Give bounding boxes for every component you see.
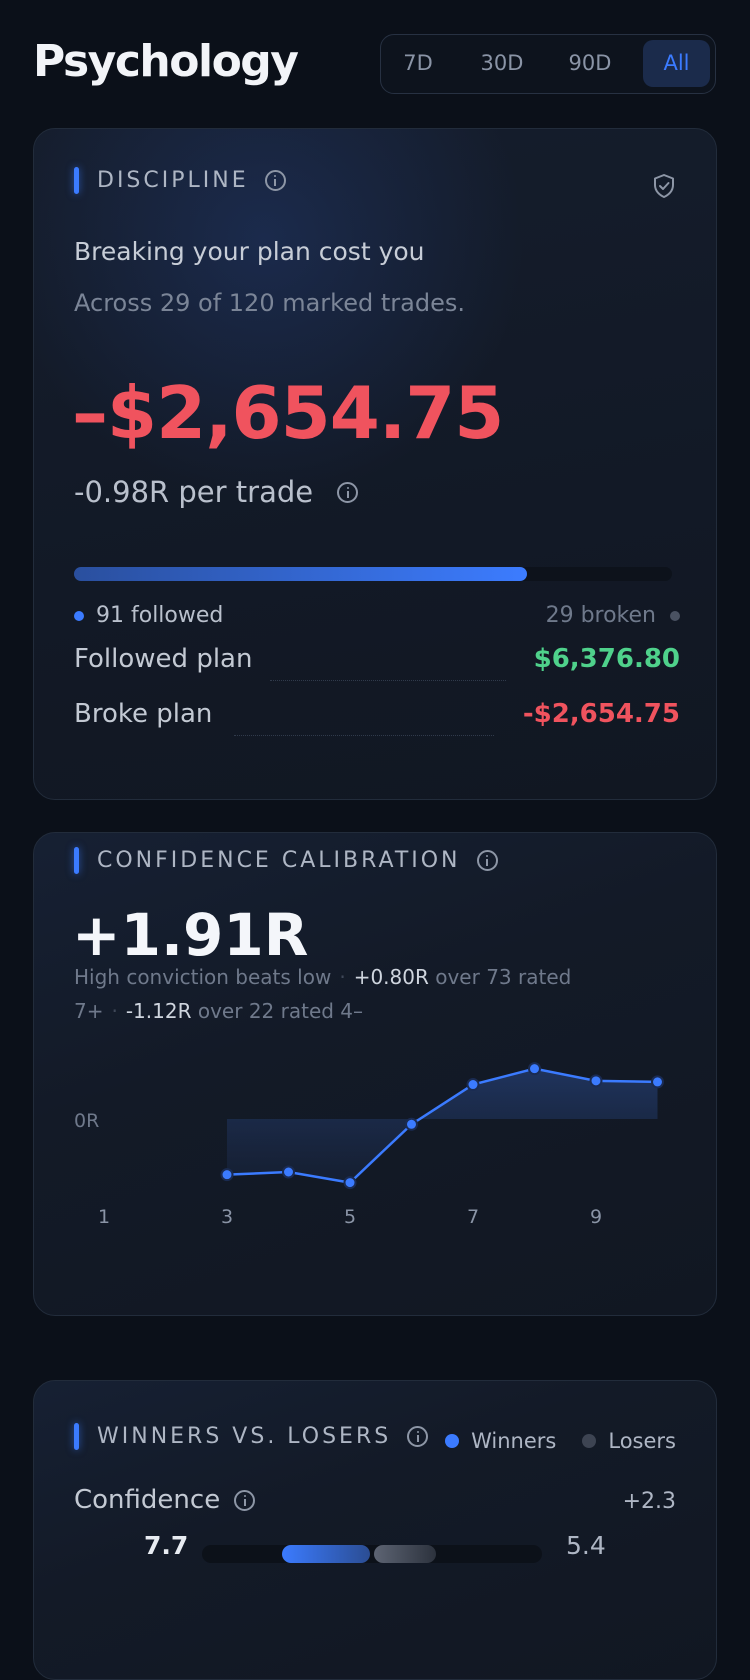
discipline-card: DISCIPLINE Breaking your plan cost you A… — [33, 128, 717, 800]
chart-point — [528, 1062, 541, 1076]
calibration-desc-line1: High conviction beats low · +0.80R over 73… — [74, 965, 572, 989]
calibration-value: +1.91R — [72, 901, 309, 969]
chart-point — [466, 1078, 480, 1092]
losers-confidence-bar — [374, 1545, 436, 1563]
desc-lead: High conviction beats low — [74, 965, 332, 989]
losers-dot — [582, 1434, 597, 1448]
range-selector: 7D 30D 90D All — [380, 34, 716, 94]
x-tick-label: 9 — [590, 1206, 602, 1228]
winners-confidence-bar — [281, 1545, 370, 1563]
x-tick-label: 7 — [467, 1206, 479, 1228]
tab-90d[interactable]: 90D — [568, 51, 612, 75]
followed-dot — [74, 610, 84, 621]
losers-legend-label: Losers — [608, 1429, 676, 1453]
winners-losers-title: WINNERS VS. LOSERS — [97, 1424, 392, 1449]
chart-point — [343, 1176, 357, 1190]
high-text: over 73 rated — [435, 965, 572, 989]
leader-line — [270, 680, 506, 681]
tab-30d[interactable]: 30D — [480, 51, 524, 75]
chart-area-fill — [227, 1068, 658, 1183]
info-icon[interactable] — [234, 1489, 256, 1511]
chart-point — [589, 1074, 603, 1088]
calibration-header: CONFIDENCE CALIBRATION — [74, 847, 498, 874]
accent-bar — [74, 167, 79, 194]
high-value: +0.80R — [353, 965, 429, 989]
per-trade-value: -0.98R per trade — [74, 475, 314, 509]
info-icon[interactable] — [476, 850, 498, 871]
chart-point — [651, 1075, 664, 1089]
confidence-label: Confidence — [74, 1485, 221, 1515]
accent-bar — [74, 847, 79, 874]
broken-count: 29 broken — [545, 603, 656, 628]
winners-legend-label: Winners — [471, 1429, 557, 1453]
chart-point — [282, 1165, 295, 1179]
y-tick-label: 0R — [74, 1110, 99, 1132]
followed-progress-track — [74, 567, 672, 581]
high-bucket: 7+ — [74, 999, 104, 1023]
tab-all[interactable]: All — [643, 40, 710, 87]
confidence-compare-track — [202, 1545, 542, 1563]
calibration-card: CONFIDENCE CALIBRATION +1.91R High convi… — [33, 832, 717, 1316]
chart-point — [405, 1117, 418, 1131]
discipline-subline: Across 29 of 120 marked trades. — [74, 289, 465, 317]
info-icon[interactable] — [337, 481, 359, 503]
winners-confidence-value: 7.7 — [144, 1531, 189, 1560]
calibration-title: CONFIDENCE CALIBRATION — [97, 848, 461, 873]
per-trade-row: -0.98R per trade — [74, 475, 359, 509]
discipline-header: DISCIPLINE — [74, 167, 286, 194]
calibration-chart: 0R 1 3 5 7 9 — [74, 1062, 664, 1228]
broken-dot — [670, 610, 680, 621]
discipline-title: DISCIPLINE — [97, 168, 249, 193]
followed-broken-legend: 91 followed 29 broken — [74, 603, 680, 633]
broke-plan-row: Broke plan -$2,654.75 — [74, 699, 680, 739]
losers-confidence-value: 5.4 — [566, 1531, 606, 1560]
x-tick-label: 1 — [98, 1206, 110, 1228]
shield-check-icon — [654, 174, 674, 198]
broke-plan-label: Broke plan — [74, 699, 213, 729]
winners-losers-legend: Winners Losers — [445, 1429, 676, 1453]
info-icon[interactable] — [264, 170, 286, 191]
tab-7d[interactable]: 7D — [403, 51, 433, 75]
followed-count: 91 followed — [96, 603, 224, 628]
confidence-row-label: Confidence — [74, 1485, 256, 1515]
followed-progress-fill — [74, 567, 528, 581]
winners-losers-header: WINNERS VS. LOSERS — [74, 1423, 429, 1450]
header: Psychology 7D 30D 90D All — [0, 0, 750, 120]
broken-legend: 29 broken — [546, 603, 680, 628]
x-tick-label: 3 — [221, 1206, 233, 1228]
winners-dot — [445, 1434, 460, 1448]
chart-line — [226, 1067, 658, 1184]
discipline-headline: Breaking your plan cost you — [74, 237, 425, 266]
info-icon[interactable] — [407, 1426, 429, 1447]
followed-legend: 91 followed — [74, 603, 223, 628]
calibration-desc-line2: 7+ · -1.12R over 22 rated 4– — [74, 999, 364, 1023]
confidence-delta: +2.3 — [622, 1489, 676, 1514]
low-value: -1.12R — [125, 999, 192, 1023]
followed-plan-label: Followed plan — [74, 644, 253, 674]
plan-cost-value: –$2,654.75 — [72, 371, 504, 455]
page-title: Psychology — [33, 36, 299, 87]
x-tick-label: 5 — [344, 1206, 356, 1228]
followed-plan-row: Followed plan $6,376.80 — [74, 644, 680, 684]
leader-line — [234, 735, 494, 736]
broke-plan-value: -$2,654.75 — [522, 699, 680, 729]
chart-point — [220, 1168, 234, 1182]
accent-bar — [74, 1423, 79, 1450]
winners-losers-card: WINNERS VS. LOSERS Winners Losers Confid… — [33, 1380, 717, 1680]
followed-plan-value: $6,376.80 — [533, 644, 680, 674]
low-text: over 22 rated 4– — [197, 999, 364, 1023]
